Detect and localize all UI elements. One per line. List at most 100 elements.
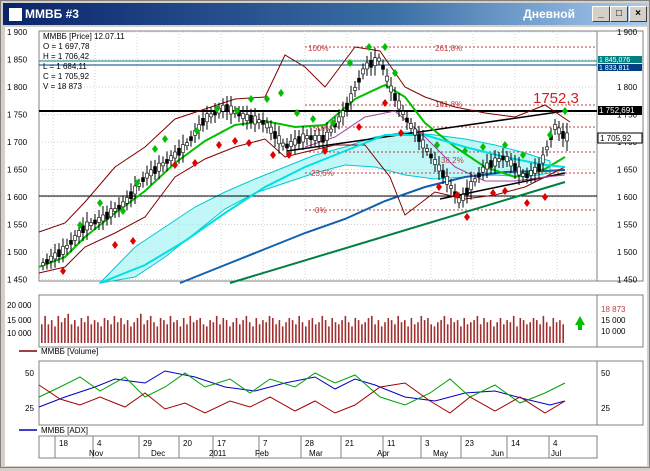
volume-bar [440,320,442,343]
candle-body [553,124,557,130]
volume-bar [301,322,304,343]
volume-bar [229,326,231,343]
volume-bar [192,322,195,343]
date-month-label: Feb [255,449,269,458]
fib-50-label: 50% [313,124,329,133]
volume-bar [321,315,324,343]
volume-bar [146,320,149,343]
date-month-label: May [433,449,448,458]
volume-bar [410,318,413,343]
candle-body [57,249,61,257]
volume-bar [149,315,152,343]
volume-bar [446,324,449,343]
volume-bar [489,320,492,343]
buy-signal-icon [366,43,372,51]
candle-body [461,194,465,201]
price-axis[interactable] [596,30,644,282]
volume-bar [453,322,456,343]
volume-bar [397,315,399,343]
price-flag-2-label: 1 833,811 [599,65,630,72]
date-day-label: 7 [263,439,268,448]
price-channel-upper [38,46,571,233]
buy-signal-icon [547,131,553,139]
volume-bar [133,322,135,343]
buy-signal-icon [480,143,486,151]
candle-body [285,143,289,149]
price-tick-label: 1 700 [7,138,28,147]
candle-body [421,139,425,149]
trendline-upper[interactable] [286,110,566,152]
volume-bar [473,320,475,343]
candle-body [321,135,325,143]
sell-signal-icon [542,193,548,201]
volume-bar [347,322,350,343]
volume-bar [361,324,363,343]
candle-body [349,93,353,103]
volume-bar [437,322,439,343]
volume-bar [344,315,347,343]
price-axis-label: 1 650 [617,166,638,175]
buy-signal-icon [77,221,83,229]
buy-signal-icon [382,43,388,51]
volume-bar [212,322,215,343]
candle-body [405,117,409,123]
candle-body [545,146,549,151]
sell-signal-icon [502,187,508,195]
volume-bar [529,322,531,343]
candle-body [169,155,173,161]
volume-bar [70,324,73,343]
candle-body [141,177,145,182]
volume-bar [232,322,234,343]
adx-panel[interactable] [38,360,598,426]
price-tick-label: 1 850 [7,56,28,65]
candle-body [313,135,317,141]
volume-bar [433,326,436,343]
volume-bar [143,324,145,343]
volume-bar [278,320,281,343]
buy-signal-icon [502,141,508,149]
candle-body [109,208,113,218]
sell-signal-icon [232,137,238,145]
date-month-label: Jul [551,449,561,458]
candle-body [201,118,205,126]
volume-bar [456,320,459,343]
sell-signal-icon [270,151,276,159]
volume-bar [126,320,129,343]
volume-bar [463,318,465,343]
volume-bar [252,326,254,343]
candle-body [85,221,89,231]
volume-bar [407,326,409,343]
date-day-label: 3 [425,439,430,448]
signal-markers [60,43,568,275]
title-bar[interactable]: ММВБ #3 Дневной _ □ × [3,3,647,25]
fib-100-label: 100% [308,44,328,53]
candle-body [273,131,277,139]
volume-bar [186,324,188,343]
candle-body [293,138,297,146]
volume-bar [219,324,221,343]
volume-bar [173,322,175,343]
close-button[interactable]: × [629,6,647,22]
candle-body [297,136,301,144]
candlesticks[interactable] [41,47,569,271]
volume-bar [93,320,96,343]
candle-body [113,208,117,212]
volume-bar [324,320,327,343]
adx-right-50: 50 [601,369,610,378]
candle-body [337,116,341,123]
volume-axis[interactable] [596,294,644,348]
maximize-button[interactable]: □ [610,6,628,22]
minimize-button[interactable]: _ [592,6,610,22]
volume-bar [552,318,555,343]
volume-bar [189,315,192,343]
date-day-label: 4 [553,439,558,448]
candle-body [417,134,421,142]
candle-body [513,163,517,171]
trendline-support[interactable] [229,181,566,284]
date-day-label: 20 [183,439,192,448]
volume-bar [549,326,551,343]
volume-right-15000: 15 000 [601,316,626,325]
date-month-label: Jun [491,449,504,458]
adx-axis[interactable] [596,360,644,426]
candle-body [129,191,133,199]
